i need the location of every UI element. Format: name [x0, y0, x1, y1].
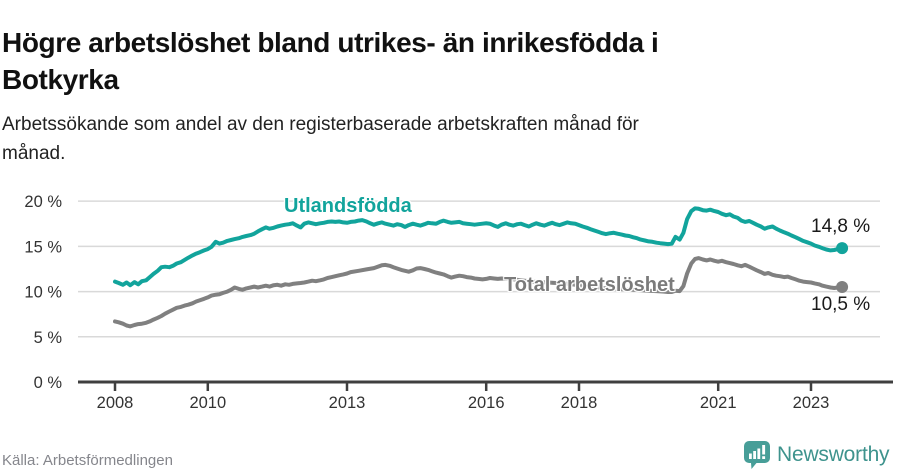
x-tick-label: 2008: [97, 394, 134, 412]
series-line-utlandsfodda: [113, 206, 845, 288]
series-line-total: [113, 256, 845, 329]
chart-subtitle: Arbetssökande som andel av den registerb…: [2, 114, 639, 164]
y-tick-label: 0 %: [34, 374, 63, 392]
source-attribution: Källa: Arbetsförmedlingen: [2, 452, 173, 469]
x-tick-label: 2018: [561, 394, 598, 412]
unemployment-line-chart: 0 % 5 % 10 % 15 % 20 % 2008 2010 2013 2016 2018 20…: [24, 193, 893, 412]
series-end-dot-utlandsfodda: [836, 242, 849, 255]
newsworthy-logo: Newsworthy: [744, 441, 890, 469]
end-value-label-utlandsfodda: 14,8 %: [811, 216, 871, 237]
series-label-total-arbetsloshet: Total arbetslöshet: [504, 274, 675, 296]
newsworthy-wordmark: Newsworthy: [777, 443, 890, 466]
page-title: Högre arbetslöshet bland utrikes- än inr…: [2, 26, 659, 95]
series-end-dot-total: [836, 281, 849, 294]
x-tick-label: 2016: [468, 394, 505, 412]
newsworthy-bubble-chart-icon: [744, 441, 770, 469]
y-tick-label: 20 %: [24, 193, 62, 211]
series-label-utlandsfodda: Utlandsfödda: [284, 195, 412, 217]
y-tick-label: 15 %: [24, 238, 62, 256]
y-tick-label: 5 %: [34, 329, 63, 347]
x-tick-label: 2023: [793, 394, 830, 412]
x-tick-label: 2010: [189, 394, 226, 412]
end-value-label-total: 10,5 %: [811, 294, 871, 315]
y-tick-label: 10 %: [24, 284, 62, 302]
x-tick-label: 2013: [329, 394, 366, 412]
x-tick-label: 2021: [700, 394, 737, 412]
